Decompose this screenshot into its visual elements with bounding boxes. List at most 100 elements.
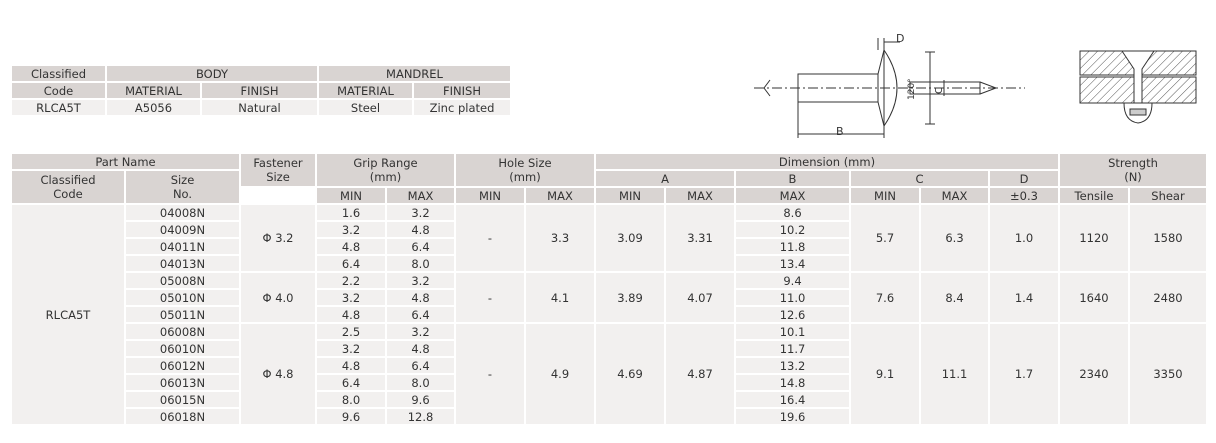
grip-min-cell: 4.8 — [317, 239, 385, 254]
b-max-cell: 10.2 — [736, 222, 849, 237]
size-no-cell: 04011N — [126, 239, 239, 254]
table-row: 06008N Φ 4.8 2.5 3.2-4.9 4.69 4.87 10.1 9.1 11.1… — [12, 324, 1206, 424]
label-c: C — [934, 87, 945, 94]
grip-max-cell: 6.4 — [387, 239, 454, 254]
hole-max-cell: 3.3 — [526, 205, 594, 271]
classified-code-cell: RLCA5T — [12, 205, 124, 424]
hole-max-cell: 4.9 — [526, 324, 594, 424]
grip-min-cell: 3.2 — [317, 341, 385, 356]
grip-max-cell: 12.8 — [387, 409, 454, 424]
header-c-max: MAX — [921, 188, 988, 203]
label-angle: 120° — [907, 78, 917, 100]
header-body-finish: FINISH — [202, 83, 317, 98]
header-body: BODY — [107, 66, 317, 81]
size-no-cell: 04009N — [126, 222, 239, 237]
grip-max-cell: 8.0 — [387, 375, 454, 390]
c-max-cell: 8.4 — [921, 273, 988, 322]
grip-min-cell: 3.2 — [317, 290, 385, 305]
material-table: Classified BODY MANDREL Code MATERIAL FI… — [10, 64, 512, 117]
header-grip-min: MIN — [317, 188, 385, 203]
grip-max-cell: 4.8 — [387, 222, 454, 237]
header-strength: Strength (N) — [1060, 154, 1206, 186]
a-min-cell: 3.09 — [596, 205, 664, 271]
size-no-cell: 06013N — [126, 375, 239, 390]
label-d: D — [896, 32, 904, 45]
size-no-cell: 05011N — [126, 307, 239, 322]
installed-rivet-section-drawing — [1079, 50, 1197, 124]
header-grip-max: MAX — [387, 188, 454, 203]
size-no-cell: 04013N — [126, 256, 239, 271]
b-max-cell: 11.8 — [736, 239, 849, 254]
table-row: 06015N 8.0 9.6 16.4 — [12, 392, 1206, 407]
fastener-size-cell: Φ 3.2 — [241, 205, 315, 271]
table-row: 05008N Φ 4.0 2.2 3.2-4.1 3.89 4.07 9.4 7.6 8.4 1.… — [12, 273, 1206, 322]
size-no-cell: 05008N — [126, 273, 239, 288]
grip-max-cell: 4.8 — [387, 290, 454, 305]
b-max-cell: 19.6 — [736, 409, 849, 424]
hole-min-cell: - — [456, 324, 524, 424]
body-finish: Natural — [202, 100, 317, 115]
header-a-max: MAX — [666, 188, 734, 203]
size-no-cell: 06012N — [126, 358, 239, 373]
specification-rows: RLCA5T 04008N Φ 3.2 1.6 3.2-3.3 3.09 3.31 8.6 5.… — [12, 205, 1206, 424]
grip-max-cell: 8.0 — [387, 256, 454, 271]
header-part-name: Part Name — [12, 154, 239, 169]
header-hole-min: MIN — [456, 188, 524, 203]
table-row: 04011N 4.8 6.4 11.8 — [12, 239, 1206, 254]
b-max-cell: 11.7 — [736, 341, 849, 356]
header-mandrel-finish: FINISH — [414, 83, 510, 98]
body-material: A5056 — [107, 100, 200, 115]
grip-min-cell: 3.2 — [317, 222, 385, 237]
c-max-cell: 11.1 — [921, 324, 988, 424]
b-max-cell: 12.6 — [736, 307, 849, 322]
table-row: 04013N 6.4 8.0 13.4 — [12, 256, 1206, 271]
grip-min-cell: 6.4 — [317, 375, 385, 390]
tensile-cell: 1120 — [1060, 205, 1128, 271]
grip-min-cell: 4.8 — [317, 307, 385, 322]
header-mandrel-material: MATERIAL — [319, 83, 412, 98]
grip-max-cell: 4.8 — [387, 341, 454, 356]
grip-max-cell: 6.4 — [387, 358, 454, 373]
a-max-cell: 4.87 — [666, 324, 734, 424]
grip-min-cell: 1.6 — [317, 205, 385, 220]
shear-cell: 2480 — [1130, 273, 1206, 322]
mandrel-finish: Zinc plated — [414, 100, 510, 115]
grip-max-cell: 6.4 — [387, 307, 454, 322]
b-max-cell: 8.6 — [736, 205, 849, 220]
fastener-size-cell: Φ 4.8 — [241, 324, 315, 424]
grip-max-cell: 3.2 — [387, 273, 454, 288]
tensile-cell: 2340 — [1060, 324, 1128, 424]
header-b: B — [736, 171, 849, 186]
c-max-cell: 6.3 — [921, 205, 988, 271]
grip-max-cell: 9.6 — [387, 392, 454, 407]
table-row: 05011N 4.8 6.4 12.6 — [12, 307, 1206, 322]
table-row: 05010N 3.2 4.8 11.0 — [12, 290, 1206, 305]
header-d-tolerance: ±0.3 — [990, 188, 1058, 203]
b-max-cell: 11.0 — [736, 290, 849, 305]
b-max-cell: 13.4 — [736, 256, 849, 271]
size-no-cell: 06015N — [126, 392, 239, 407]
size-no-cell: 06008N — [126, 324, 239, 339]
c-min-cell: 7.6 — [851, 273, 919, 322]
grip-min-cell: 9.6 — [317, 409, 385, 424]
table-row: 06012N 4.8 6.4 13.2 — [12, 358, 1206, 373]
b-max-cell: 14.8 — [736, 375, 849, 390]
grip-min-cell: 4.8 — [317, 358, 385, 373]
header-size-no: Size No. — [126, 171, 239, 203]
a-min-cell: 4.69 — [596, 324, 664, 424]
header-fastener-size: Fastener Size — [241, 154, 315, 186]
header-classified: Classified — [12, 66, 105, 81]
header-grip-range: Grip Range (mm) — [317, 154, 454, 186]
d-cell: 1.4 — [990, 273, 1058, 322]
header-tensile: Tensile — [1060, 188, 1128, 203]
rivet-dimension-drawing: D B C 120° — [754, 32, 1025, 138]
a-max-cell: 4.07 — [666, 273, 734, 322]
grip-min-cell: 2.2 — [317, 273, 385, 288]
tensile-cell: 1640 — [1060, 273, 1128, 322]
label-b: B — [836, 125, 844, 138]
size-no-cell: 06018N — [126, 409, 239, 424]
table-row: 04009N 3.2 4.8 10.2 — [12, 222, 1206, 237]
b-max-cell: 13.2 — [736, 358, 849, 373]
header-b-max: MAX — [736, 188, 849, 203]
shear-cell: 1580 — [1130, 205, 1206, 271]
